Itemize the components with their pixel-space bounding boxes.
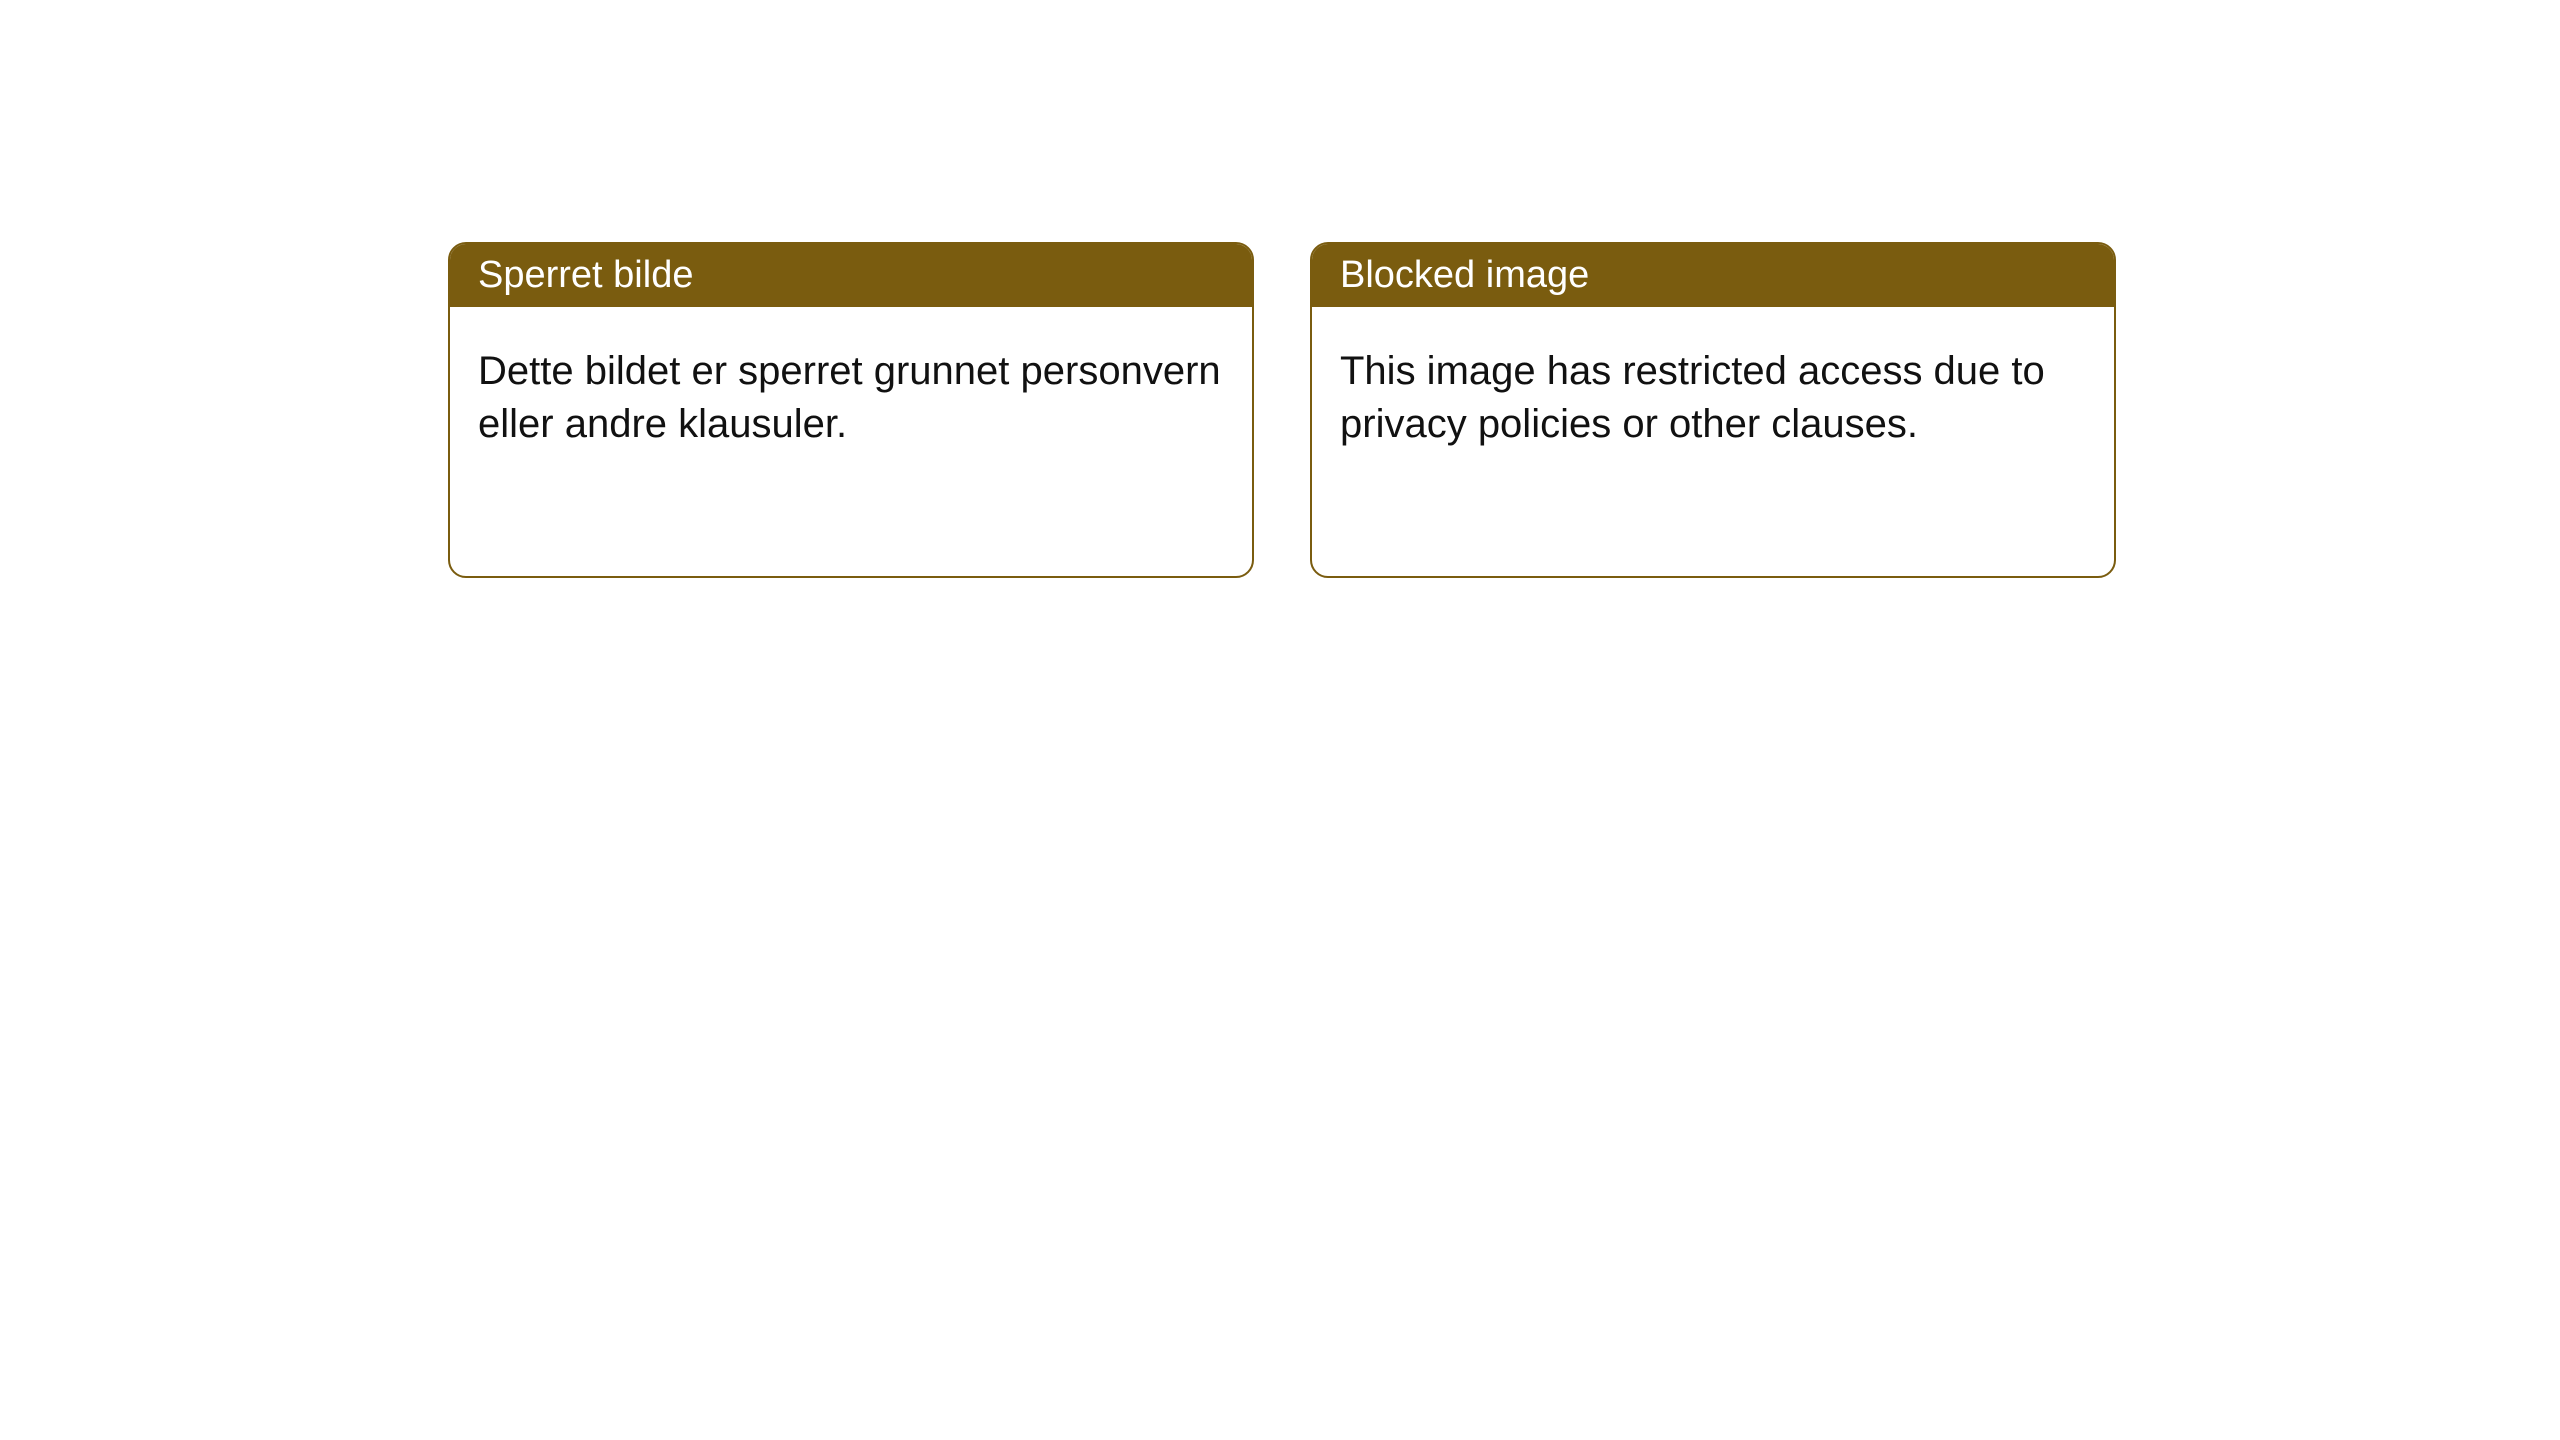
card-title-english: Blocked image <box>1340 254 1589 296</box>
card-header-english: Blocked image <box>1312 244 2114 307</box>
card-body-english: This image has restricted access due to … <box>1312 307 2114 489</box>
card-body-norwegian: Dette bildet er sperret grunnet personve… <box>450 307 1252 489</box>
notice-container: Sperret bilde Dette bildet er sperret gr… <box>0 0 2560 578</box>
notice-card-english: Blocked image This image has restricted … <box>1310 242 2116 578</box>
card-text-english: This image has restricted access due to … <box>1340 349 2045 446</box>
notice-card-norwegian: Sperret bilde Dette bildet er sperret gr… <box>448 242 1254 578</box>
card-header-norwegian: Sperret bilde <box>450 244 1252 307</box>
card-title-norwegian: Sperret bilde <box>478 254 693 296</box>
card-text-norwegian: Dette bildet er sperret grunnet personve… <box>478 349 1221 446</box>
